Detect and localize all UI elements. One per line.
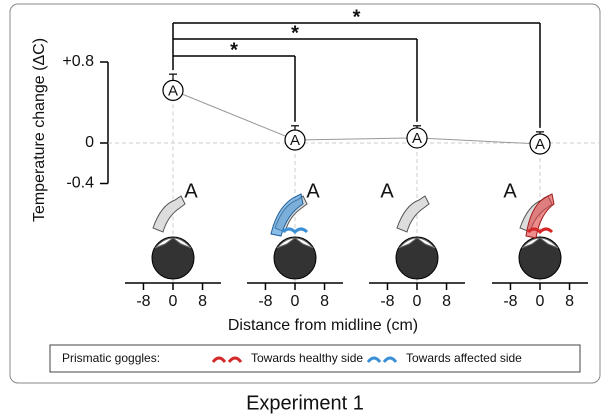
head [273,236,317,280]
arm-shift [525,193,555,239]
goggles [526,227,554,235]
marker [162,79,184,101]
marker-label: A [535,136,545,153]
illustration-label: A [380,180,394,202]
goggles [281,227,309,235]
y-tick-label: 0 [85,134,94,151]
legend-title: Prismatic goggles: [62,351,160,365]
head-cap [154,237,192,249]
x-tick-label: 8 [198,293,207,310]
illustration-label: A [184,180,198,202]
illustration-label: A [306,180,320,202]
arm [396,195,430,233]
x-tick-label: 8 [320,293,329,310]
x-tick-label: -8 [503,293,517,310]
illustration-label: A [503,180,517,202]
head-cap [276,237,314,249]
marker [284,129,306,151]
x-tick-label: 0 [169,293,178,310]
head-cap [398,237,436,249]
x-tick-label: -8 [258,293,272,310]
significance-label: * [353,6,361,28]
y-tick-label: +0.8 [62,53,94,70]
legend-swatch [211,356,243,363]
x-tick-label: 8 [565,293,574,310]
marker-label: A [412,130,422,147]
x-tick-label: -8 [136,293,150,310]
marker [529,133,551,155]
legend-swatch [366,356,398,363]
x-axis-label: Distance from midline (cm) [228,317,418,334]
marker [406,127,428,149]
y-axis-label: Temperature change (ΔC) [31,38,48,222]
legend-label: Towards healthy side [251,351,363,365]
arm-shift [270,193,304,237]
marker-label: A [290,132,300,149]
data-line [172,89,541,145]
head [151,236,195,280]
significance-label: * [291,22,299,44]
x-tick-label: 0 [291,293,300,310]
y-tick-label: -0.4 [66,175,94,192]
arm [152,195,186,233]
x-tick-label: 8 [442,293,451,310]
legend-label: Towards affected side [406,351,522,365]
legend-box [49,344,581,373]
x-tick-label: 0 [413,293,422,310]
head [518,236,562,280]
head-cap [521,237,559,249]
head [395,236,439,280]
caption: Experiment 1 [246,392,364,414]
x-tick-label: 0 [536,293,545,310]
marker-label: A [168,82,178,99]
significance-label: * [230,39,238,61]
frame [9,3,601,384]
x-tick-label: -8 [380,293,394,310]
